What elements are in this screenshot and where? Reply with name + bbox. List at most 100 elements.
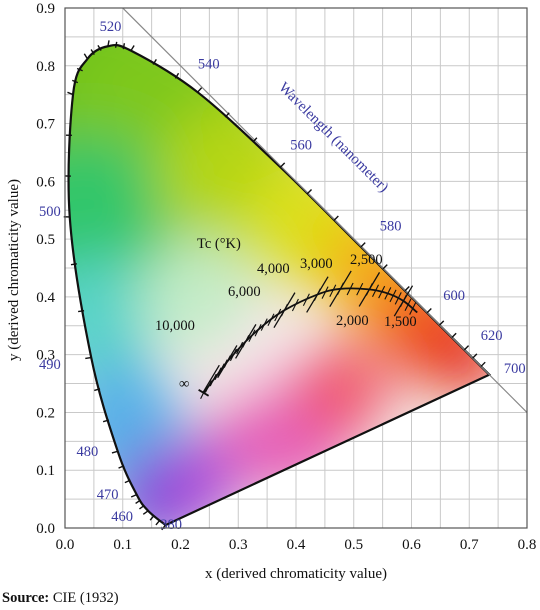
planckian-hatch [346, 282, 354, 296]
wavelength-label: 480 [77, 444, 99, 460]
planckian-hatch [329, 284, 337, 297]
y-axis-title: y (derived chromaticity value) [6, 179, 22, 361]
wavelength-tick [124, 479, 131, 484]
planckian-hatch [321, 286, 329, 299]
source-citation: Source: CIE (1932) [2, 590, 119, 607]
temperature-label: 2,000 [336, 313, 369, 329]
wavelength-tick [360, 242, 366, 248]
wavelength-tick [333, 215, 339, 221]
wavelength-tick [404, 286, 410, 292]
wavelength-tick [149, 515, 155, 521]
wavelength-label: 500 [39, 204, 61, 220]
wavelength-tick [451, 332, 457, 339]
x-tick-label: 0.7 [460, 537, 479, 553]
wavelength-tick [382, 264, 388, 270]
temperature-label: 1,500 [384, 314, 417, 330]
planckian-hatch [409, 302, 417, 315]
y-tick-label: 0.5 [36, 232, 55, 248]
y-tick-label: 0.8 [36, 59, 55, 75]
wavelength-tick [97, 44, 102, 51]
planckian-hatch [336, 282, 344, 296]
planckian-hatch [260, 318, 268, 331]
wavelength-label: 560 [290, 138, 312, 154]
x-tick-label: 0.6 [402, 537, 421, 553]
planckian-hatch [274, 308, 282, 322]
planckian-locus: 10,000 6,000 4,000 3,000 2,500 2,000 1,500 ∞ [155, 252, 418, 400]
planckian-hatch [302, 293, 310, 307]
y-tick-label: 0.0 [36, 521, 55, 537]
x-tick-label: 0.0 [56, 537, 75, 553]
temperature-label: 10,000 [155, 318, 195, 334]
planckian-hatch [372, 284, 379, 297]
planckian-hatch [384, 287, 392, 300]
planckian-hatch [365, 283, 373, 296]
wavelength-tick [122, 43, 126, 50]
x-tick-label: 0.5 [344, 537, 363, 553]
planckian-end-bar [198, 389, 210, 397]
wavelength-tick [67, 91, 74, 96]
planckian-hatch [223, 355, 231, 368]
planckian-hatch [229, 348, 237, 362]
y-tick-label: 0.2 [36, 405, 55, 421]
planckian-hatch [378, 285, 386, 299]
wavelength-tick [252, 137, 258, 143]
wavelength-tick [111, 450, 118, 454]
y-tick-label: 0.3 [36, 348, 55, 364]
planckian-hatch [356, 282, 364, 296]
x-tick-label: 0.3 [229, 537, 248, 553]
wavelength-tick [174, 72, 180, 79]
wavelength-tick [76, 67, 83, 72]
temperature-label: 3,000 [300, 256, 333, 272]
planckian-hatch [248, 329, 256, 343]
source-text: CIE (1932) [49, 590, 119, 606]
wavelength-tick [130, 45, 135, 52]
axis-tick-labels: 0.0 0.1 0.2 0.3 0.4 0.5 0.6 0.7 0.8 0.0 0.1 0.2 0.3 0… [36, 1, 536, 553]
wavelength-tick [197, 87, 203, 93]
wavelength-label: 460 [111, 509, 133, 525]
wavelength-tick-marks: 520 540 560 580 600 620 700 500 490 480 470 460 380 [39, 19, 526, 533]
temperature-label: 4,000 [257, 261, 290, 277]
x-axis-title: x (derived chromaticity value) [205, 566, 387, 582]
wavelength-tick [78, 309, 85, 313]
x-tick-label: 0.1 [113, 537, 132, 553]
wavelength-tick [135, 499, 141, 505]
planckian-hatch [242, 335, 250, 348]
planckian-hatch [280, 303, 288, 317]
wavelength-tick [85, 356, 92, 360]
planckian-hatch [399, 294, 407, 308]
temperature-label: 6,000 [228, 284, 261, 300]
wavelength-tick [72, 79, 79, 84]
wavelength-tick [480, 361, 486, 367]
wavelength-tick [463, 345, 470, 351]
planckian-hatch [267, 313, 275, 327]
wavelength-tick [130, 493, 137, 498]
x-tick-label: 0.2 [171, 537, 190, 553]
planckian-hatch [291, 298, 299, 312]
wavelength-tick [102, 419, 110, 423]
y-tick-label: 0.1 [36, 463, 55, 479]
planckian-hatch [394, 292, 402, 305]
planckian-hatch [389, 289, 397, 303]
wavelength-label: 700 [504, 361, 526, 377]
color-region [68, 256, 158, 384]
wavelength-tick [107, 40, 110, 47]
planckian-hatch [217, 363, 225, 376]
planckian-hatch [214, 367, 222, 380]
wavelength-tick [94, 388, 101, 392]
wavelength-label: 580 [380, 218, 402, 234]
color-region [140, 239, 256, 355]
planckian-hatch [220, 359, 228, 372]
planckian-hatch [209, 373, 217, 387]
wavelength-label: 490 [39, 357, 61, 373]
wavelength-diagonal-line [122, 7, 528, 413]
wavelength-tick [142, 510, 149, 515]
y-tick-label: 0.6 [36, 174, 55, 190]
wavelength-tick [155, 519, 161, 526]
temperature-label: ∞ [179, 376, 189, 392]
wavelength-label: 520 [100, 19, 122, 35]
wavelength-label: 470 [97, 487, 119, 503]
tc-annotation: Tc (°K) [197, 236, 241, 252]
wavelength-tick [114, 41, 118, 48]
wavelength-tick [118, 465, 125, 469]
y-tick-label: 0.7 [36, 117, 55, 133]
